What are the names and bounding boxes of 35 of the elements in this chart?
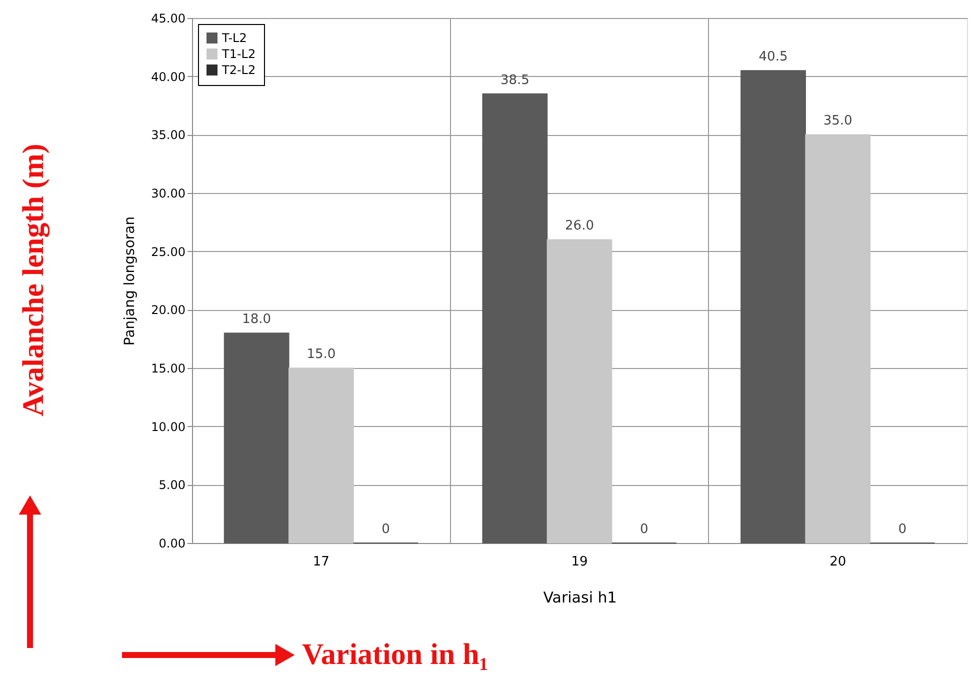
- data-label: 0: [640, 522, 648, 537]
- y-tick-label: 5.00: [158, 478, 186, 492]
- x-tick-label: 17: [312, 554, 330, 570]
- bar: [482, 93, 548, 544]
- y-tick-label: 10.00: [151, 420, 186, 434]
- data-label: 38.5: [500, 72, 530, 88]
- y-tick-label: 35.00: [151, 128, 186, 142]
- y-tick-label: 0.00: [158, 536, 186, 550]
- data-label: 0: [382, 522, 390, 537]
- legend-label: T1-L2: [221, 47, 256, 61]
- data-label: 15.0: [306, 347, 336, 362]
- y-axis-title: Panjang longsoran: [122, 216, 138, 346]
- y-tick-label: 15.00: [151, 362, 186, 376]
- legend-label: T-L2: [221, 31, 247, 45]
- legend-label: T2-L2: [221, 63, 256, 77]
- data-label: 0: [898, 522, 907, 537]
- data-label: 40.5: [758, 50, 788, 64]
- bar: [740, 70, 806, 544]
- y-tick-label: 30.00: [151, 186, 186, 200]
- y-tick-label: 25.00: [151, 244, 186, 259]
- y-tick-label: 45.00: [151, 12, 186, 26]
- x-tick-label: 19: [571, 554, 588, 570]
- bar: [288, 368, 354, 544]
- bar: [224, 332, 290, 544]
- y-tick-label: 20.00: [151, 303, 186, 318]
- bar: [805, 134, 871, 544]
- text: Avalanche length (m): [17, 144, 50, 416]
- y-tick-label: 40.00: [151, 70, 186, 84]
- text: Variation in h₁: [302, 638, 488, 671]
- x-tick-label: 20: [830, 554, 846, 570]
- data-label: 26.0: [565, 218, 594, 234]
- data-label: 35.0: [823, 114, 852, 129]
- data-label: 18.0: [242, 312, 272, 327]
- bar: [546, 239, 612, 544]
- x-axis-title: Variasi h1: [543, 588, 617, 606]
